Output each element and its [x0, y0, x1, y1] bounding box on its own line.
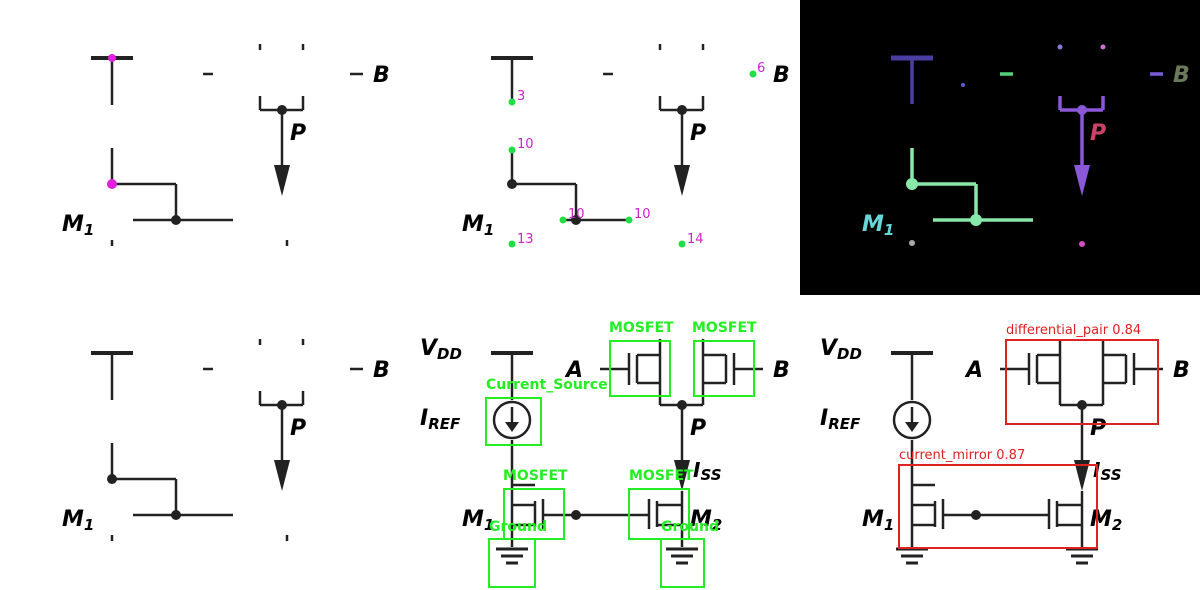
component-label-p: P	[1090, 121, 1106, 146]
node-3	[508, 98, 516, 106]
region-label-current-mirror: current_mirror 0.87	[899, 448, 1025, 463]
keypoint-top	[108, 54, 116, 62]
label-vdd: VDD	[420, 336, 462, 363]
label-p: P	[290, 121, 306, 146]
detection-box-mosfet-4	[628, 488, 690, 540]
label-iss: ISS	[693, 458, 722, 484]
detection-box-ground-2	[660, 538, 705, 588]
label-m2: M2	[690, 507, 722, 534]
component-label-b: B	[1173, 63, 1190, 88]
skeleton-drawing-4: B P M1	[62, 339, 390, 541]
label-m1: M1	[862, 507, 894, 534]
label-a: A	[964, 358, 983, 383]
label-m1: M1	[62, 212, 94, 239]
node-number-6: 6	[757, 61, 765, 76]
skeleton-drawing-1: B P M1	[62, 44, 390, 246]
keypoint-junction	[107, 179, 117, 189]
label-iref: IREF	[820, 406, 861, 433]
label-m2: M2	[1090, 507, 1122, 534]
panel-plain-skeleton: B P M1	[0, 295, 400, 590]
label-b: B	[773, 358, 790, 383]
panel-partial-skeleton: B P M1	[0, 0, 400, 295]
detection-box-ground-1	[488, 538, 536, 588]
label-b: B	[1173, 358, 1190, 383]
detection-label-current-source: Current_Source	[486, 377, 608, 393]
node-14	[678, 240, 686, 248]
label-p: P	[690, 121, 706, 146]
skeleton-drawing-2: 3 6 10 10 10 13 14 B P M1	[462, 44, 790, 248]
label-p: P	[1090, 416, 1106, 441]
label-b: B	[773, 63, 790, 88]
label-m1: M1	[462, 212, 494, 239]
region-box-current-mirror	[898, 464, 1098, 549]
detection-box-mosfet-2	[693, 340, 755, 397]
label-b: B	[373, 358, 390, 383]
panel-component-detections: VDD IREF A B P ISS M1 M2 MOSFET MOSFET C…	[400, 295, 800, 590]
node-number-10c: 10	[634, 207, 651, 222]
node-number-13: 13	[517, 232, 534, 247]
label-p: P	[690, 416, 706, 441]
node-10-vertical	[508, 146, 516, 154]
label-m1: M1	[462, 507, 494, 534]
detection-label-mosfet-1: MOSFET	[609, 320, 674, 336]
panel-subcircuit-regions: VDD IREF A B P ISS M1 M2 differential_pa…	[800, 295, 1200, 590]
node-number-10a: 10	[517, 137, 534, 152]
label-p: P	[290, 416, 306, 441]
panel-numbered-nodes: 3 6 10 10 10 13 14 B P M1	[400, 0, 800, 295]
label-iref: IREF	[420, 406, 461, 433]
regions-drawing: VDD IREF A B P ISS M1 M2 differential_pa…	[820, 323, 1190, 565]
label-a: A	[564, 358, 583, 383]
detection-box-mosfet-1	[609, 340, 671, 397]
detection-label-ground-1: Ground	[489, 519, 547, 535]
components-drawing: B P M1	[862, 44, 1190, 247]
node-10-mid	[559, 216, 567, 224]
node-13	[508, 240, 516, 248]
detections-drawing: VDD IREF A B P ISS M1 M2 MOSFET MOSFET C…	[420, 320, 790, 588]
label-vdd: VDD	[820, 336, 862, 363]
detection-label-ground-2: Ground	[661, 519, 719, 535]
detection-label-mosfet-2: MOSFET	[692, 320, 757, 336]
node-10-right	[625, 216, 633, 224]
component-label-m1: M1	[862, 212, 894, 239]
detection-label-mosfet-4: MOSFET	[629, 468, 694, 484]
node-number-14: 14	[687, 232, 704, 247]
node-number-3: 3	[517, 89, 525, 104]
detection-box-current-source	[485, 397, 542, 446]
region-box-differential-pair	[1005, 339, 1159, 425]
detection-label-mosfet-3: MOSFET	[503, 468, 568, 484]
label-m1: M1	[62, 507, 94, 534]
node-number-10b: 10	[568, 207, 585, 222]
node-6	[749, 70, 757, 78]
label-b: B	[373, 63, 390, 88]
region-label-differential-pair: differential_pair 0.84	[1006, 323, 1141, 338]
panel-connected-components: B P M1	[800, 0, 1200, 295]
